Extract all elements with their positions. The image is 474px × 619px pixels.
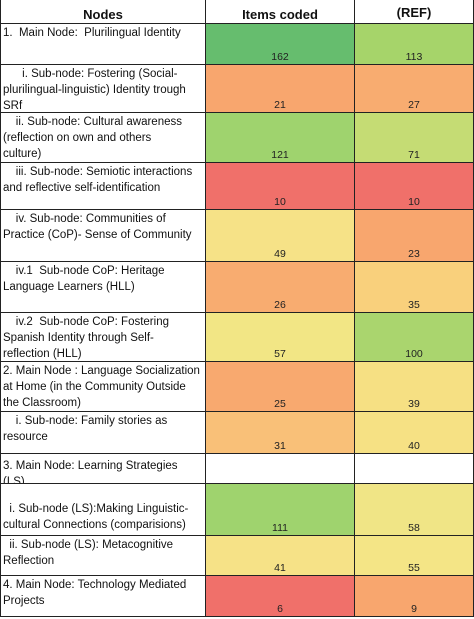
ref-value: 113	[405, 51, 423, 63]
items-value: 57	[274, 348, 286, 360]
ref-cell: 113	[355, 24, 474, 65]
ref-value: 100	[405, 348, 423, 360]
ref-cell: 9	[355, 576, 474, 617]
items-cell: 49	[206, 210, 355, 262]
node-label: 1. Main Node: Plurilingual Identity	[0, 24, 206, 65]
header-items-coded: Items coded	[206, 0, 355, 24]
ref-cell: 23	[355, 210, 474, 262]
ref-value: 71	[408, 149, 420, 161]
ref-cell: 40	[355, 412, 474, 454]
items-value: 26	[274, 299, 286, 311]
ref-value: 35	[408, 299, 420, 311]
ref-value: 27	[408, 99, 420, 111]
table-row: 4. Main Node: Technology Mediated Projec…	[0, 576, 474, 617]
items-value: 10	[274, 196, 286, 208]
ref-cell: 71	[355, 113, 474, 163]
items-cell: 41	[206, 536, 355, 576]
items-value: 121	[271, 149, 289, 161]
table-row: 2. Main Node : Language Socialization at…	[0, 362, 474, 412]
ref-value: 55	[408, 562, 420, 574]
ref-cell: 35	[355, 262, 474, 313]
table-row: i. Sub-node: Fostering (Social- plurilin…	[0, 65, 474, 113]
items-cell: 57	[206, 313, 355, 362]
items-value: 31	[274, 440, 286, 452]
node-label: iv.1 Sub-node CoP: Heritage Language Lea…	[0, 262, 206, 313]
items-cell: 25	[206, 362, 355, 412]
node-label: ii. Sub-node (LS): Metacognitive Reflect…	[0, 536, 206, 576]
table-row: ii. Sub-node: Cultural awareness (reflec…	[0, 113, 474, 163]
ref-cell: 55	[355, 536, 474, 576]
node-label: i. Sub-node: Fostering (Social- plurilin…	[0, 65, 206, 113]
items-cell: 26	[206, 262, 355, 313]
table-row: i. Sub-node: Family stories as resource …	[0, 412, 474, 454]
items-value: 25	[274, 398, 286, 410]
node-label: iv.2 Sub-node CoP: Fostering Spanish Ide…	[0, 313, 206, 362]
node-label: ii. Sub-node: Cultural awareness (reflec…	[0, 113, 206, 163]
header-ref-label: (REF)	[396, 5, 432, 20]
items-cell: 31	[206, 412, 355, 454]
table-row: iv.1 Sub-node CoP: Heritage Language Lea…	[0, 262, 474, 313]
items-cell: 21	[206, 65, 355, 113]
node-label: 4. Main Node: Technology Mediated Projec…	[0, 576, 206, 617]
table-row: iv. Sub-node: Communities of Practice (C…	[0, 210, 474, 262]
items-value: 49	[274, 248, 286, 260]
items-value: 41	[274, 562, 286, 574]
items-value: 111	[272, 522, 288, 534]
items-cell: 162	[206, 24, 355, 65]
node-label: iv. Sub-node: Communities of Practice (C…	[0, 210, 206, 262]
items-value: 6	[277, 603, 283, 615]
items-cell	[206, 454, 355, 484]
items-cell: 121	[206, 113, 355, 163]
ref-cell: 27	[355, 65, 474, 113]
items-cell: 10	[206, 163, 355, 210]
node-label: 2. Main Node : Language Socialization at…	[0, 362, 206, 412]
table-row: ii. Sub-node (LS): Metacognitive Reflect…	[0, 536, 474, 576]
ref-cell: 58	[355, 484, 474, 536]
header-row: Nodes Items coded (REF)	[0, 0, 474, 24]
table-row: i. Sub-node (LS):Making Linguistic- cult…	[0, 484, 474, 536]
header-nodes: Nodes	[0, 0, 206, 24]
ref-cell	[355, 454, 474, 484]
items-cell: 6	[206, 576, 355, 617]
node-label: i. Sub-node: Family stories as resource	[0, 412, 206, 454]
ref-value: 39	[408, 398, 420, 410]
table-row: iv.2 Sub-node CoP: Fostering Spanish Ide…	[0, 313, 474, 362]
node-label: 3. Main Node: Learning Strategies (LS)	[0, 454, 206, 484]
table-row: 3. Main Node: Learning Strategies (LS)	[0, 454, 474, 484]
ref-value: 23	[408, 248, 420, 260]
table-row: iii. Sub-node: Semiotic interactions and…	[0, 163, 474, 210]
ref-value: 58	[408, 522, 420, 534]
table-row: 1. Main Node: Plurilingual Identity 162 …	[0, 24, 474, 65]
items-value: 21	[274, 99, 286, 111]
ref-value: 10	[408, 196, 420, 208]
header-ref: (REF)	[355, 0, 474, 24]
ref-value: 40	[408, 440, 420, 452]
node-label: i. Sub-node (LS):Making Linguistic- cult…	[0, 484, 206, 536]
items-cell: 111	[206, 484, 355, 536]
ref-cell: 100	[355, 313, 474, 362]
ref-cell: 39	[355, 362, 474, 412]
ref-cell: 10	[355, 163, 474, 210]
node-label: iii. Sub-node: Semiotic interactions and…	[0, 163, 206, 210]
ref-value: 9	[411, 603, 417, 615]
items-value: 162	[271, 51, 289, 63]
